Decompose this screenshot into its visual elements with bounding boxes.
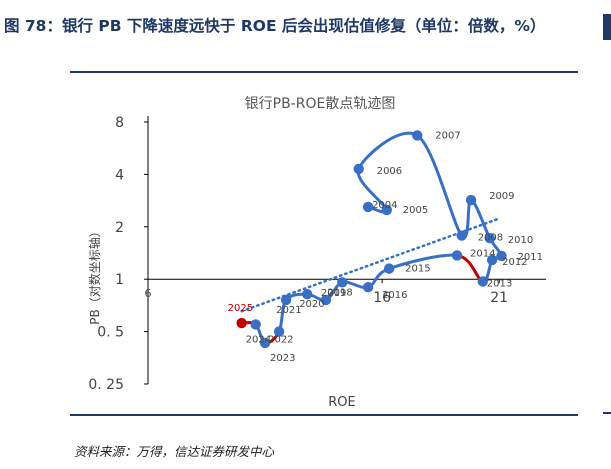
year-label-2005: 2005 [403,205,428,216]
year-label-2024: 2024 [246,334,271,345]
year-label-2009: 2009 [489,191,514,202]
y-tick-label: 4 [115,167,124,183]
point-2018 [337,277,348,288]
figure-title: 图 78：银行 PB 下降速度远快于 ROE 后会出现估值修复（单位：倍数，%） [4,17,546,35]
chart-title: 银行PB-ROE散点轨迹图 [245,96,396,112]
year-label-2025: 2025 [228,303,253,314]
point-2019 [320,294,332,306]
year-label-2015: 2015 [405,264,430,275]
title-rule [70,71,578,73]
year-label-2013: 2013 [487,279,512,290]
point-2007 [412,130,423,141]
x-axis-label: ROE [328,395,355,410]
y-tick-label: 0. 25 [88,377,124,393]
year-label-2022: 2022 [268,335,293,346]
adjacent-figure-edge [603,14,611,40]
year-label-2011: 2011 [518,252,543,263]
year-label-2018: 2018 [327,287,352,298]
year-label-2019: 2019 [321,288,346,299]
y-tick-label: 2 [115,220,124,236]
point-2023 [259,337,271,349]
point-2008 [456,230,467,241]
trajectory-segment [357,131,419,171]
trajectory-segment [415,133,464,238]
year-label-2014: 2014 [470,248,495,259]
point-2011 [496,250,507,262]
point-2004 [362,201,374,213]
y-axis-label: PB（对数坐标轴） [87,225,102,324]
adjacent-figure-rule [603,412,611,414]
year-label-2010: 2010 [508,235,533,246]
year-label-2021: 2021 [276,305,301,316]
source-note: 资料来源：万得，信达证券研发中心 [74,444,275,459]
y-tick-label: 8 [115,115,124,131]
x-tick-label: 6 [145,287,152,300]
point-2020 [302,289,313,300]
point-2005 [381,204,392,216]
x-tick-label: 21 [490,290,508,306]
point-2006 [353,163,364,175]
year-label-2016: 2016 [382,290,407,301]
point-2009 [465,194,477,206]
year-label-2023: 2023 [270,353,295,364]
year-label-2004: 2004 [372,200,397,211]
point-2013 [477,276,488,287]
point-2025 [236,317,247,329]
point-2016 [362,281,374,293]
point-2012 [486,254,498,266]
year-label-2008: 2008 [478,233,503,244]
footer-rule [70,414,578,416]
y-tick-label: 0. 5 [97,325,124,341]
point-2010 [484,233,496,244]
x-tick-label: 16 [373,290,391,306]
y-tick-label: 1 [115,272,124,288]
point-2021 [280,294,292,306]
point-2022 [273,326,285,337]
point-2014 [451,250,463,261]
year-label-2006: 2006 [377,166,402,177]
year-label-2007: 2007 [435,130,460,141]
year-label-2012: 2012 [502,257,527,268]
point-2024 [250,319,261,330]
point-2015 [383,263,395,274]
year-label-2020: 2020 [299,299,324,310]
